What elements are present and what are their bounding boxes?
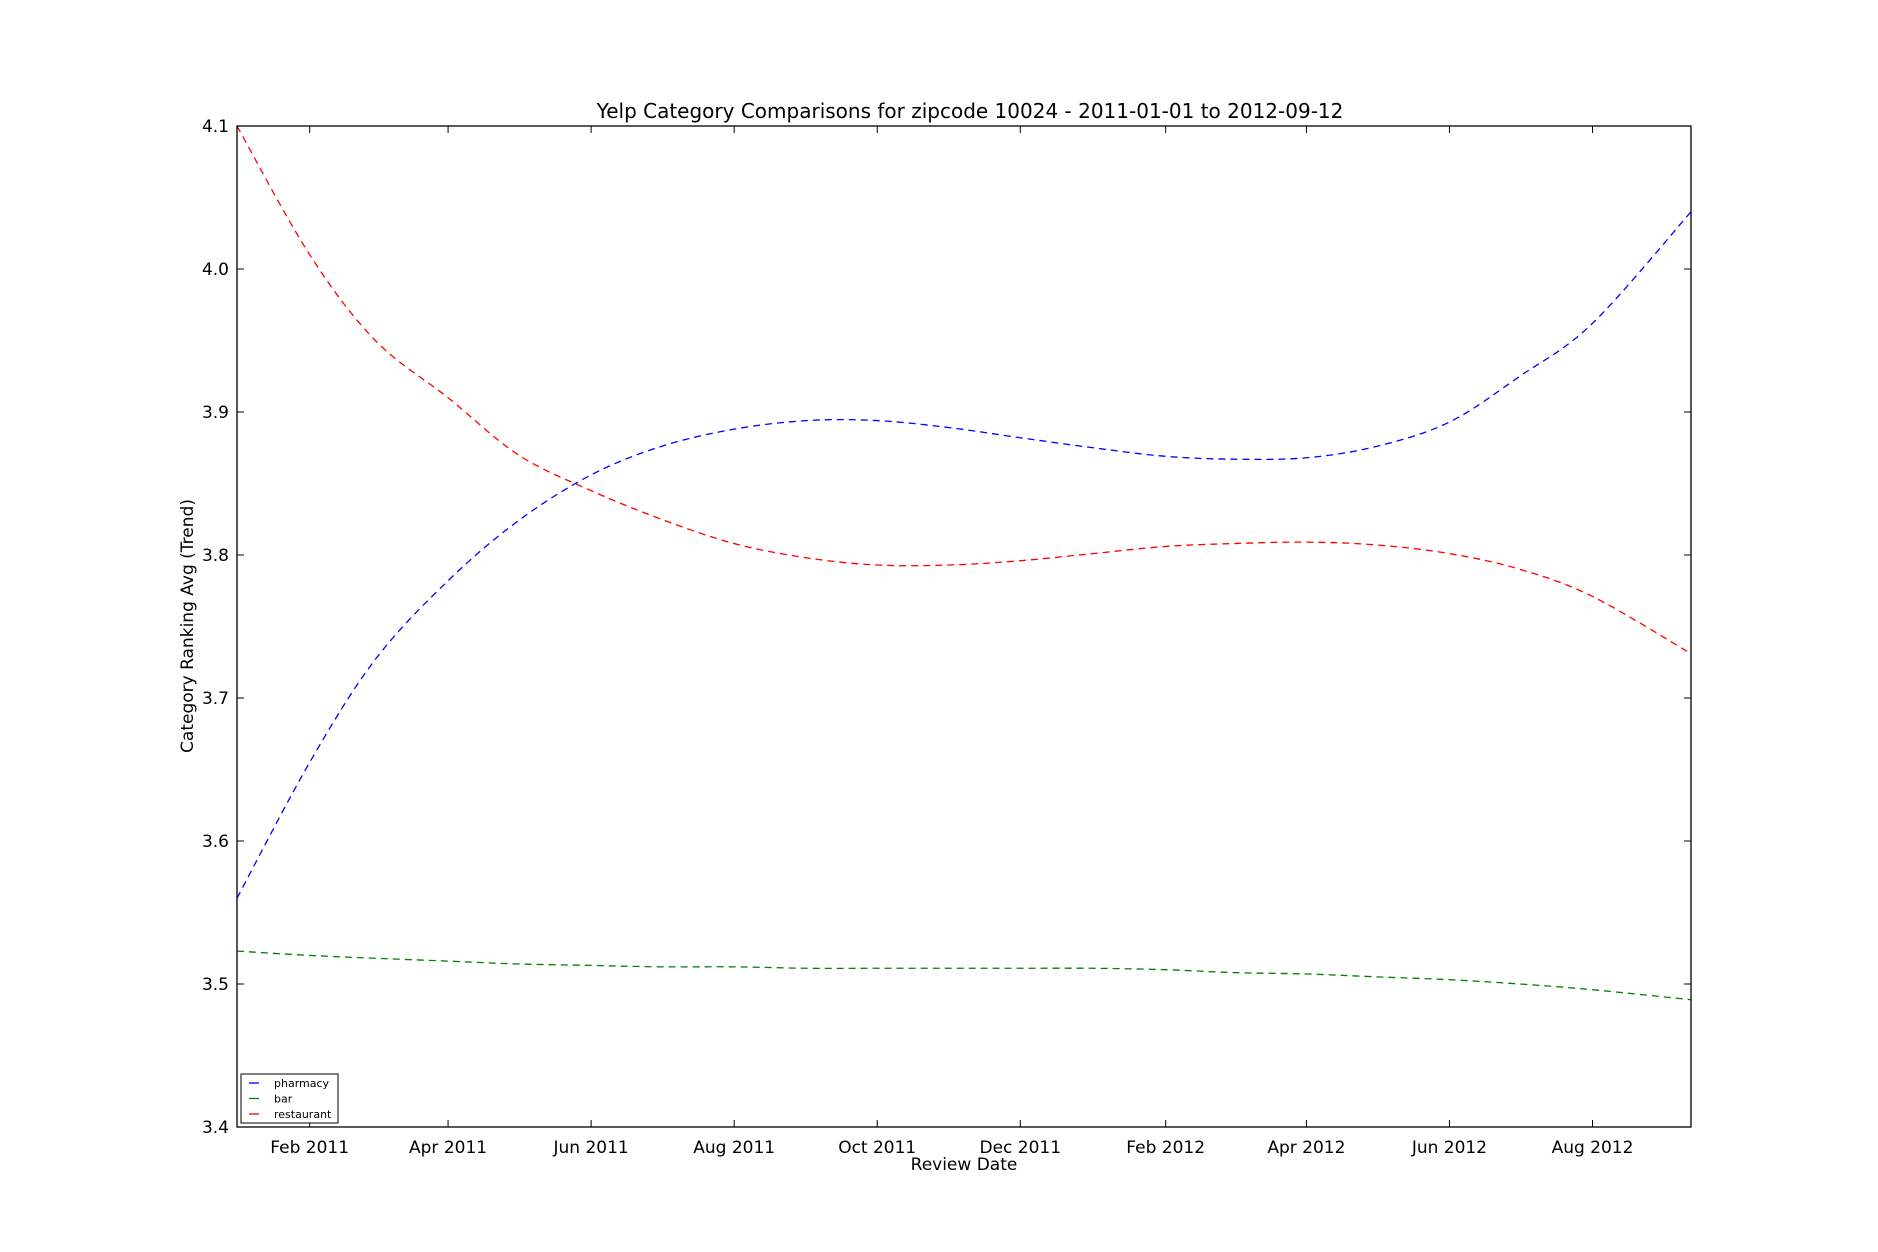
legend: pharmacy bar restaurant <box>240 1073 339 1124</box>
y-tick-label: 3.9 <box>202 403 229 423</box>
x-tick-label: Dec 2011 <box>979 1138 1061 1158</box>
y-tick-label: 3.7 <box>202 689 229 709</box>
legend-label-bar: bar <box>274 1093 293 1106</box>
x-tick-label: Jun 2011 <box>553 1138 629 1158</box>
plot-frame <box>236 125 1692 1128</box>
plot-area <box>237 126 1691 1127</box>
x-tick-label: Aug 2012 <box>1552 1138 1634 1158</box>
y-tick-label: 3.4 <box>202 1118 229 1138</box>
y-tick-label: 3.5 <box>202 975 229 995</box>
x-axis-ticks: Feb 2011 Apr 2011 Jun 2011 Aug 2011 Oct 2011… <box>270 126 1633 1158</box>
x-tick-label: Oct 2011 <box>838 1138 916 1158</box>
legend-label-pharmacy: pharmacy <box>274 1077 330 1090</box>
series-line-bar <box>236 950 1692 1001</box>
chart-title: Yelp Category Comparisons for zipcode 10… <box>596 99 1344 123</box>
x-tick-label: Feb 2011 <box>270 1138 349 1158</box>
y-axis-ticks: 3.4 3.5 3.6 3.7 3.8 3.9 4.0 4.1 <box>202 117 1691 1138</box>
y-axis-label: Category Ranking Avg (Trend) <box>178 499 198 753</box>
series-line-pharmacy <box>236 211 1692 899</box>
x-axis-label: Review Date <box>911 1155 1018 1175</box>
x-tick-label: Apr 2012 <box>1267 1138 1345 1158</box>
y-tick-label: 3.6 <box>202 832 229 852</box>
legend-label-restaurant: restaurant <box>274 1108 332 1121</box>
x-tick-label: Aug 2011 <box>693 1138 775 1158</box>
x-tick-label: Apr 2011 <box>409 1138 487 1158</box>
x-tick-label: Jun 2012 <box>1411 1138 1487 1158</box>
series-lines <box>236 125 1692 1001</box>
series-line-restaurant <box>236 125 1692 655</box>
y-tick-label: 4.0 <box>202 260 229 280</box>
y-tick-label: 4.1 <box>202 117 229 137</box>
x-tick-label: Feb 2012 <box>1126 1138 1205 1158</box>
y-tick-label: 3.8 <box>202 546 229 566</box>
